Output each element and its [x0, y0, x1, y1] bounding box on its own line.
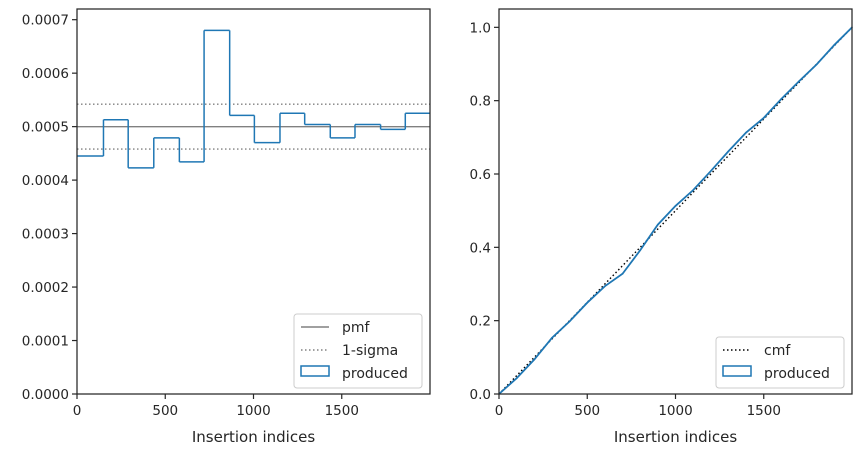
produced-point	[762, 117, 765, 119]
produced-point	[798, 80, 800, 83]
cumulative-marks	[498, 26, 853, 395]
y-tick-label: 0.0001	[22, 334, 69, 350]
histogram-panel: 0 500 1000 1500 0.00000.00010.00020.00030.0…	[22, 8, 431, 446]
y-tick-label: 0.2	[470, 314, 491, 330]
produced-point	[674, 205, 677, 207]
produced-point	[586, 301, 589, 304]
produced-point	[780, 98, 783, 100]
x-axis-ticks: 0 500 1000 1500	[73, 394, 359, 419]
y-tick-label: 1.0	[470, 20, 491, 36]
x-tick-label: 1000	[236, 403, 270, 419]
x-tick-label: 1500	[747, 403, 781, 419]
legend-frame	[293, 313, 423, 389]
x-axis-label: Insertion indices	[614, 428, 737, 446]
y-axis-ticks: 0.0 0.2 0.4 0.6 0.8 1.0	[470, 20, 499, 403]
x-tick-label: 500	[574, 403, 600, 419]
x-tick-label: 1500	[325, 403, 359, 419]
x-tick-label: 1000	[658, 403, 692, 419]
plot-frame	[498, 8, 853, 395]
legend-produced-swatch	[300, 365, 330, 377]
y-tick-label: 0.0003	[22, 227, 69, 243]
legend-pmf-label: pmf	[342, 320, 371, 336]
y-tick-label: 0.0004	[22, 173, 69, 189]
y-tick-label: 0.0000	[22, 387, 69, 403]
produced-point	[745, 131, 747, 134]
legend-produced-swatch	[722, 365, 752, 377]
cumulative-panel: 0 500 1000 1500 0.0 0.2 0.4 0.6 0.8 1.0 Insertio…	[470, 8, 853, 446]
produced-point	[657, 223, 659, 226]
x-axis-label: Insertion indices	[192, 428, 315, 446]
y-tick-label: 0.4	[470, 240, 491, 256]
legend: pmf 1-sigma produced	[293, 313, 423, 389]
y-tick-label: 0.8	[470, 94, 491, 110]
produced-point	[568, 320, 571, 323]
produced-point	[639, 249, 641, 252]
produced-point	[533, 358, 536, 361]
produced-point	[692, 189, 694, 191]
y-tick-label: 0.0007	[22, 13, 69, 29]
produced-point	[833, 44, 836, 46]
x-axis-ticks: 0 500 1000 1500	[495, 394, 781, 419]
x-tick-label: 0	[73, 403, 82, 419]
y-axis-ticks: 0.0000 0.0001 0.0002 0.0003 0.0004 0.0005 0.00…	[22, 13, 77, 403]
produced-point	[515, 377, 518, 380]
produced-point	[727, 150, 730, 153]
produced-point	[604, 285, 606, 288]
plot-background	[499, 9, 852, 394]
y-tick-label: 0.0002	[22, 280, 69, 296]
y-tick-label: 0.0006	[22, 66, 69, 82]
legend: cmf produced	[715, 336, 845, 389]
legend-sigma-label: 1-sigma	[342, 343, 398, 359]
y-tick-label: 0.6	[470, 167, 491, 183]
y-tick-label: 0.0	[470, 387, 491, 403]
produced-point	[815, 63, 818, 66]
plot-frame	[76, 8, 431, 395]
produced-point	[621, 272, 624, 275]
legend-produced-label: produced	[342, 366, 408, 382]
x-tick-label: 500	[152, 403, 178, 419]
histogram-marks	[77, 29, 430, 169]
produced-point	[710, 170, 712, 172]
legend-cmf-label: cmf	[764, 343, 791, 359]
y-tick-label: 0.0005	[22, 120, 69, 136]
produced-point	[551, 337, 553, 339]
legend-produced-label: produced	[764, 366, 830, 382]
x-tick-label: 0	[495, 403, 504, 419]
